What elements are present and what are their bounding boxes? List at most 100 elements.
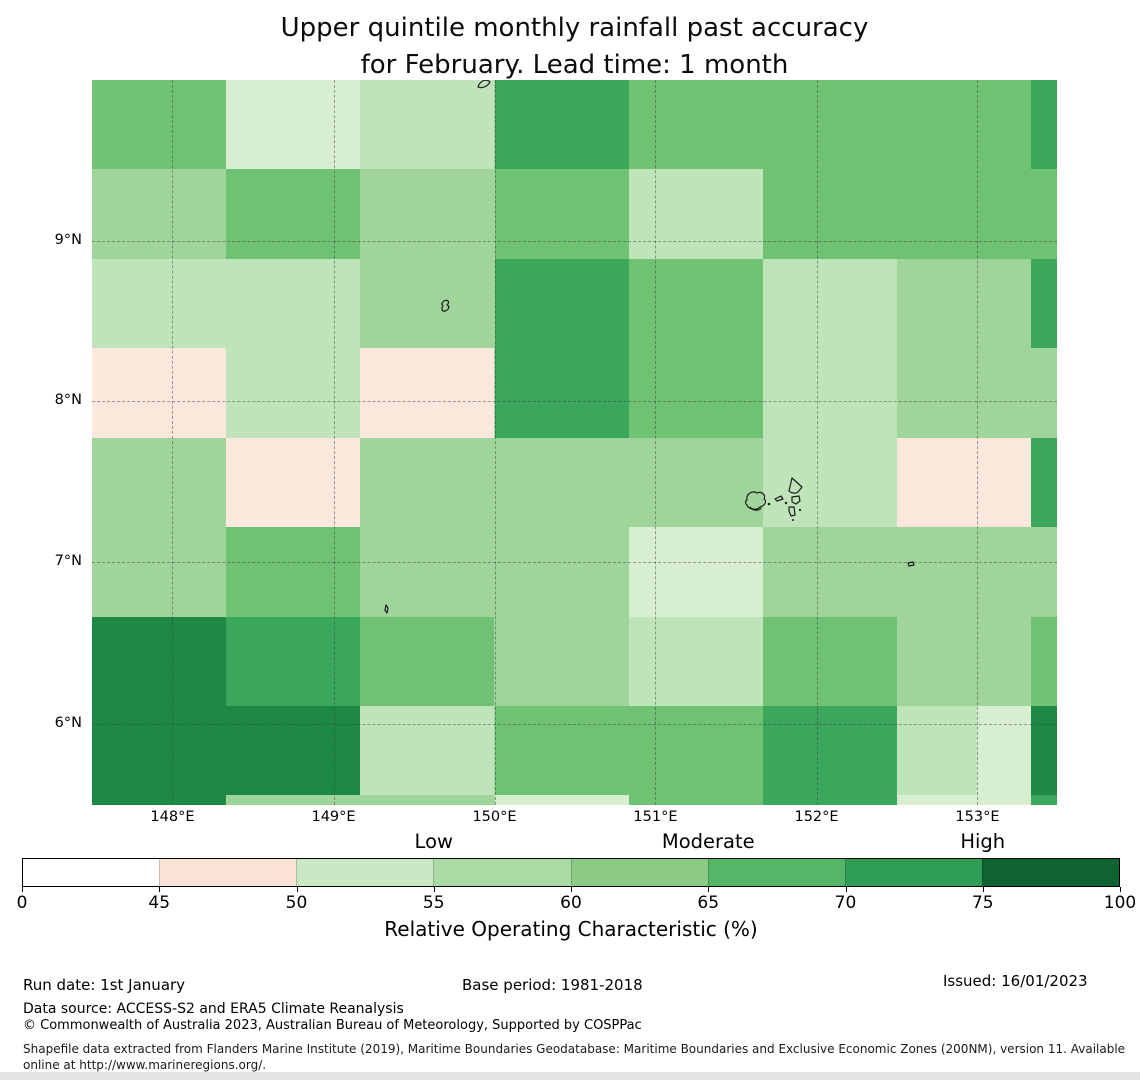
map-cell <box>897 348 1032 438</box>
map-cell <box>226 616 361 707</box>
map-cell <box>226 437 361 528</box>
map-cell <box>897 258 1032 349</box>
x-tick-label: 152°E <box>794 809 839 825</box>
run-date-text: Run date: 1st January <box>23 976 186 994</box>
colorbar-segment <box>433 859 571 886</box>
map-cell <box>762 169 897 259</box>
map-cell <box>494 348 629 438</box>
map-cell <box>762 80 897 170</box>
map-cell <box>494 527 629 617</box>
y-tick-label: 9°N <box>54 231 82 248</box>
map-cell <box>226 706 361 796</box>
map-cell <box>92 258 227 349</box>
colorbar-tick-label: 70 <box>834 893 857 913</box>
islet-6-7n-icon <box>384 604 389 614</box>
map-cell <box>360 616 495 707</box>
map-cell <box>762 527 897 617</box>
map-cell <box>1031 706 1057 796</box>
map-cell <box>360 706 495 796</box>
map-cell <box>628 437 763 528</box>
map-cell <box>628 258 763 349</box>
colorbar-category-label: Low <box>414 830 453 853</box>
meridian-gridline <box>494 80 496 805</box>
map-cell <box>762 616 897 707</box>
map-cell <box>1031 795 1057 805</box>
shapefile-attribution-text: Shapefile data extracted from Flanders M… <box>23 1042 1126 1072</box>
map-cell <box>762 706 897 796</box>
parallel-gridline <box>92 723 1057 725</box>
colorbar-tick-mark <box>433 887 435 892</box>
map-cell <box>92 348 227 438</box>
map-cell <box>360 80 495 170</box>
colorbar-segment <box>296 859 434 886</box>
colorbar-category-label: High <box>960 830 1006 853</box>
islet-top-edge-icon <box>477 80 491 89</box>
copyright-text: © Commonwealth of Australia 2023, Austra… <box>23 1018 642 1033</box>
colorbar-tick-label: 45 <box>148 893 171 913</box>
map-cell <box>1031 348 1057 438</box>
colorbar-tick-mark <box>845 887 847 892</box>
map-cell <box>92 80 227 170</box>
colorbar-category-label: Moderate <box>661 830 755 853</box>
colorbar-tick-mark <box>571 887 572 892</box>
colorbar-tick-label: 0 <box>16 893 28 913</box>
map-cell <box>92 616 227 707</box>
x-tick-label: 150°E <box>472 809 517 825</box>
x-tick-label: 153°E <box>955 809 1000 825</box>
meridian-gridline <box>333 80 335 805</box>
map-cell <box>628 80 763 170</box>
map-cell <box>1031 258 1057 349</box>
map-cell <box>92 437 227 528</box>
colorbar-segment <box>707 859 845 886</box>
meridian-gridline <box>816 80 818 805</box>
map-cell <box>762 437 897 528</box>
colorbar-tick-label: 100 <box>1103 893 1137 913</box>
map-cell <box>1031 437 1057 528</box>
map-cell <box>977 706 1032 796</box>
map-cell <box>897 527 1032 617</box>
map-cell <box>226 80 361 170</box>
meridian-gridline <box>172 80 174 805</box>
map-cell <box>360 437 495 528</box>
map-cell <box>494 795 629 805</box>
map-cell <box>92 527 227 617</box>
colorbar-tick-label: 60 <box>560 893 582 913</box>
map-cell <box>226 527 361 617</box>
map-cell <box>897 616 1032 707</box>
x-tick-label: 149°E <box>311 809 356 825</box>
map-cell <box>762 348 897 438</box>
colorbar-tick-mark <box>1120 887 1121 892</box>
map-cell <box>628 527 763 617</box>
colorbar-tick-label: 65 <box>697 893 720 913</box>
map-cell <box>628 169 763 259</box>
map-cell <box>360 348 495 438</box>
colorbar-tick-mark <box>982 887 984 892</box>
island-outlines <box>384 80 915 614</box>
map-cell <box>360 795 495 805</box>
chart-title-line-2: for February. Lead time: 1 month <box>360 50 789 80</box>
map-cell <box>360 169 495 259</box>
colorbar-segment <box>159 859 297 886</box>
map-cell <box>628 706 763 796</box>
x-tick-label: 151°E <box>633 809 678 825</box>
map-cell <box>897 437 1032 528</box>
parallel-gridline <box>92 562 1057 564</box>
chart-title-line-1: Upper quintile monthly rainfall past acc… <box>280 13 869 43</box>
colorbar-segment <box>23 859 160 886</box>
colorbar-tick-mark <box>159 887 161 892</box>
map-cell <box>628 616 763 707</box>
map-cell <box>360 527 495 617</box>
colorbar-tick-label: 50 <box>285 893 308 913</box>
map-cell <box>1031 616 1057 707</box>
map-cell <box>494 616 629 707</box>
map-cell <box>762 795 897 805</box>
colorbar-tick-mark <box>296 887 298 892</box>
colorbar-axis-label: Relative Operating Characteristic (%) <box>384 917 758 941</box>
map-cell <box>92 706 227 796</box>
y-tick-label: 7°N <box>54 553 82 570</box>
colorbar-tick-mark <box>708 887 710 892</box>
map-cell <box>762 258 897 349</box>
bottom-window-strip <box>0 1072 1140 1080</box>
colorbar-tick-mark <box>22 887 23 892</box>
